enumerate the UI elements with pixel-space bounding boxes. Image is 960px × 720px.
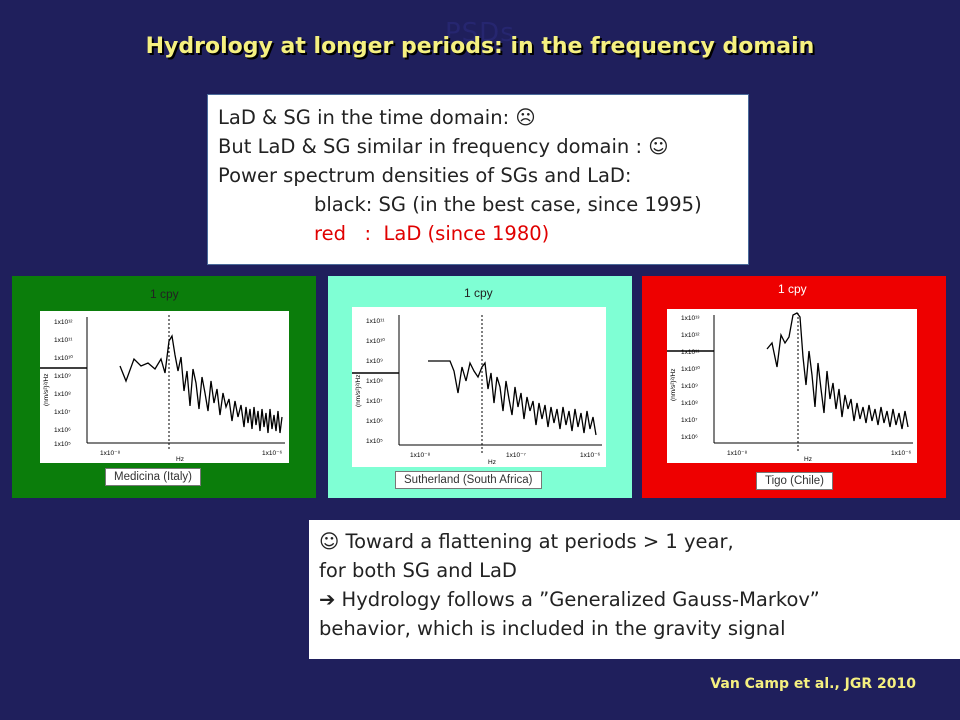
legend-line-sg: black: SG (in the best case, since 1995) [314,193,702,216]
location-label: Sutherland (South Africa) [395,471,542,489]
conclusion-box: ☺ Toward a flattening at periods > 1 yea… [309,520,960,659]
legend-line-lad: red : LaD (since 1980) [314,222,550,245]
summary-line-time-domain: LaD & SG in the time domain: ☹ [218,106,536,129]
x-tick: 1x10⁻⁸ [100,450,121,457]
y-tick: 1x10⁵ [54,441,71,448]
y-tick: 1x10⁷ [366,398,383,405]
y-tick: 1x10¹¹ [366,318,385,325]
location-label: Tigo (Chile) [756,472,834,490]
y-tick: 1x10⁶ [54,427,71,434]
psd-chart-sutherland: 1x10¹¹ 1x10¹⁰ 1x10⁹ 1x10⁸ 1x10⁷ 1x10⁶ 1x… [352,315,602,466]
summary-box: LaD & SG in the time domain: ☹ But LaD &… [207,94,749,265]
x-tick: 1x10⁻⁸ [727,450,748,457]
summary-line-frequency-domain: But LaD & SG similar in frequency domain… [218,135,669,158]
summary-line-psd: Power spectrum densities of SGs and LaD: [218,164,632,187]
psd-chart-medicina: 1x10¹² 1x10¹¹ 1x10¹⁰ 1x10⁹ 1x10⁸ 1x10⁷ 1… [40,315,285,463]
x-tick: 1x10⁻⁶ [262,450,283,457]
citation: Van Camp et al., JGR 2010 [710,676,916,692]
cpy-label: 1 cpy [778,282,807,296]
y-tick: 1x10¹⁰ [366,337,385,345]
y-axis-label: (nm/s²)²/Hz [355,375,362,408]
y-tick: 1x10⁸ [366,378,383,385]
x-unit: Hz [804,456,812,463]
location-label: Medicina (Italy) [105,468,201,486]
x-tick: 1x10⁻⁷ [506,452,527,459]
y-tick: 1x10¹⁰ [54,354,73,362]
x-tick: 1x10⁻⁸ [410,452,431,459]
psd-plot-sutherland: 1x10¹¹ 1x10¹⁰ 1x10⁹ 1x10⁸ 1x10⁷ 1x10⁶ 1x… [352,307,606,467]
y-tick: 1x10⁹ [366,358,383,365]
conclusion-line-3: ➔ Hydrology follows a ”Generalized Gauss… [319,588,820,611]
conclusion-line-4: behavior, which is included in the gravi… [319,617,786,640]
y-tick: 1x10⁶ [366,418,383,425]
y-tick: 1x10¹¹ [54,337,73,344]
psd-chart-tigo: 1x10¹³ 1x10¹² 1x10¹¹ 1x10¹⁰ 1x10⁹ 1x10⁸ … [667,312,913,463]
y-tick: 1x10⁷ [681,417,698,424]
x-unit: Hz [488,459,496,466]
y-tick: 1x10⁸ [681,400,698,407]
conclusion-line-2: for both SG and LaD [319,559,517,582]
y-tick: 1x10⁸ [54,391,71,398]
y-tick: 1x10¹⁰ [681,365,700,373]
y-tick: 1x10⁶ [681,434,698,441]
cpy-label: 1 cpy [150,287,179,301]
slide-title: Hydrology at longer periods: in the freq… [145,34,815,59]
conclusion-line-1: ☺ Toward a flattening at periods > 1 yea… [319,530,734,553]
x-unit: Hz [176,456,184,463]
cpy-label: 1 cpy [464,286,493,300]
y-tick: 1x10¹² [54,319,73,326]
y-tick: 1x10⁹ [54,373,71,380]
y-tick: 1x10⁹ [681,383,698,390]
panel-tigo: 1 cpy 1x10¹³ 1x10¹² 1x10¹¹ 1x10¹⁰ 1x10⁹ … [642,276,946,498]
psd-plot-medicina: 1x10¹² 1x10¹¹ 1x10¹⁰ 1x10⁹ 1x10⁸ 1x10⁷ 1… [40,311,289,463]
x-tick: 1x10⁻⁶ [580,452,601,459]
ghost-heading: PSDs [445,18,515,48]
y-axis-label: (nm/s²)²/Hz [670,369,677,402]
y-tick: 1x10¹² [681,332,700,339]
y-tick: 1x10⁷ [54,409,71,416]
y-tick: 1x10¹¹ [681,349,700,356]
psd-plot-tigo: 1x10¹³ 1x10¹² 1x10¹¹ 1x10¹⁰ 1x10⁹ 1x10⁸ … [667,309,917,463]
panel-sutherland: 1 cpy 1x10¹¹ 1x10¹⁰ 1x10⁹ 1x10⁸ 1x10⁷ 1x… [328,276,632,498]
y-tick: 1x10¹³ [681,315,700,322]
panel-medicina: 1 cpy 1x10¹² 1x10¹¹ 1x10¹⁰ 1x10⁹ 1x10⁸ 1… [12,276,316,498]
y-axis-label: (nm/s²)²/Hz [43,374,50,407]
x-tick: 1x10⁻⁶ [891,450,912,457]
y-tick: 1x10⁵ [366,438,383,445]
